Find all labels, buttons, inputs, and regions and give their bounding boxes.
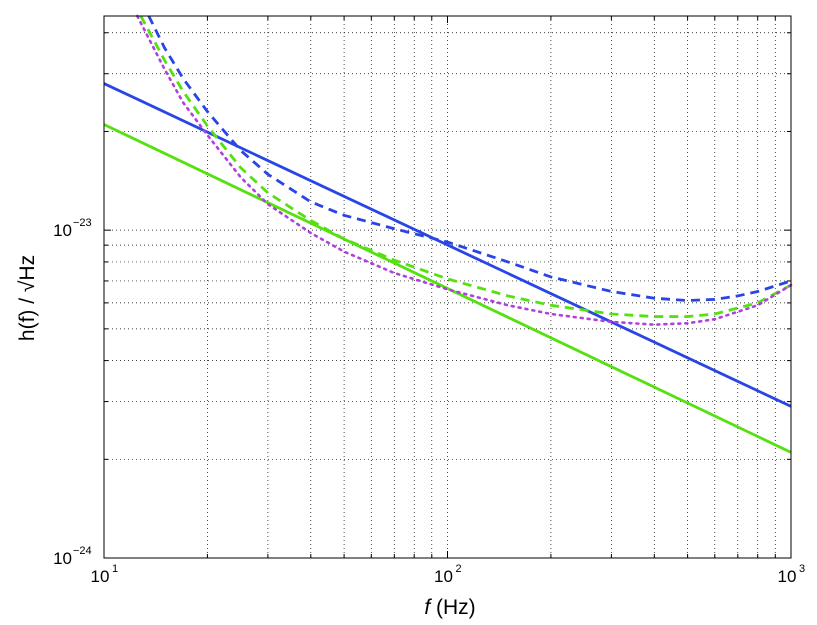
y-tick-label: 10 [53, 221, 72, 240]
series-line-5-dotted [135, 14, 793, 326]
y-axis-label: h(f) / √Hz [16, 255, 39, 341]
series-line-3-dashed [147, 15, 792, 302]
series-line-2-solid [103, 123, 792, 454]
x-tick-label: 10 [434, 567, 453, 586]
series-line-4-dashed [139, 15, 792, 318]
x-tick-label: 10 [91, 567, 110, 586]
x-tick-exponent: 3 [799, 563, 805, 575]
y-tick-exponent: −23 [73, 217, 92, 229]
x-tick-labels: 10 1 10 2 10 3 [91, 563, 806, 586]
series-line-1-solid [103, 82, 792, 408]
y-tick-exponent: −24 [73, 545, 92, 557]
x-tick-label: 10 [778, 567, 797, 586]
x-tick-exponent: 1 [112, 563, 118, 575]
x-axis-label: f (Hz) [424, 596, 475, 619]
y-tick-label: 10 [53, 549, 72, 568]
x-tick-exponent: 2 [456, 563, 462, 575]
series-group [103, 14, 793, 454]
tick-marks [103, 16, 792, 559]
